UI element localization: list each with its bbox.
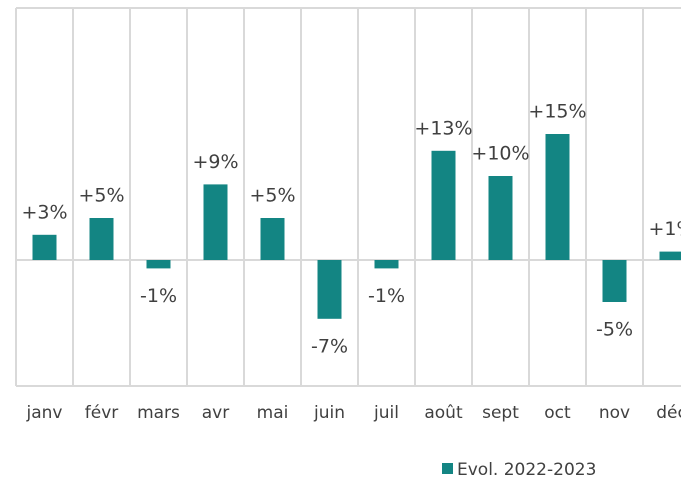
x-tick-label: janv	[26, 403, 63, 423]
x-tick-label: sept	[482, 403, 519, 423]
x-tick-label: mai	[257, 403, 289, 423]
legend-swatch	[442, 463, 453, 474]
data-label: +9%	[192, 151, 238, 173]
bar	[89, 218, 114, 260]
bar	[32, 234, 57, 260]
bar	[146, 260, 171, 269]
bar	[602, 260, 627, 302]
data-label: +5%	[78, 185, 124, 207]
bar	[260, 218, 285, 260]
bar	[431, 150, 456, 260]
bar	[317, 260, 342, 319]
bar	[659, 251, 681, 260]
x-tick-label: févr	[85, 403, 119, 423]
bar	[203, 184, 228, 260]
x-tick-label: juil	[373, 403, 399, 423]
data-label: +1%	[648, 218, 681, 240]
bar	[488, 176, 513, 260]
bar	[545, 134, 570, 260]
data-label: +15%	[528, 101, 586, 123]
x-tick-label: août	[424, 403, 463, 423]
data-label: -5%	[596, 319, 633, 341]
x-tick-label: juin	[313, 403, 345, 423]
data-label: +13%	[414, 117, 472, 139]
x-tick-label: nov	[599, 403, 630, 423]
legend-label: Evol. 2022-2023	[457, 460, 596, 480]
x-tick-label: oct	[544, 403, 571, 423]
x-tick-label: mars	[137, 403, 180, 423]
data-label: +10%	[471, 143, 529, 165]
x-tick-label: déc	[656, 403, 681, 423]
data-label: -1%	[368, 285, 405, 307]
data-label: +5%	[249, 185, 295, 207]
data-label: +3%	[21, 201, 67, 223]
x-tick-label: avr	[202, 403, 229, 423]
data-label: -1%	[140, 285, 177, 307]
bar	[374, 260, 399, 269]
data-label: -7%	[311, 335, 348, 357]
